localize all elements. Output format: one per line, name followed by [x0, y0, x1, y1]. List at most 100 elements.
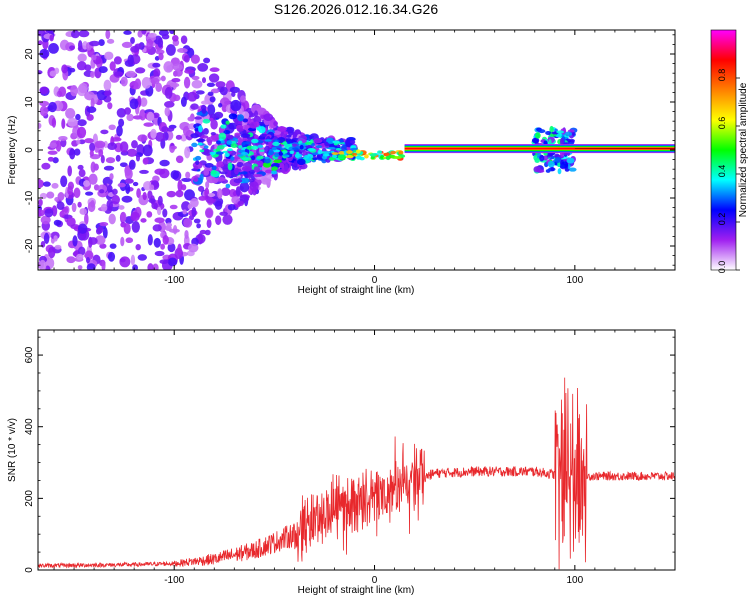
- cluster-blob: [216, 161, 225, 168]
- y-tick-label: 200: [24, 490, 35, 507]
- cluster-blob: [211, 165, 217, 171]
- noise-blob: [169, 30, 175, 35]
- noise-blob: [52, 157, 59, 164]
- noise-blob: [40, 215, 51, 225]
- noise-blob: [180, 96, 187, 107]
- noise-blob: [65, 107, 76, 119]
- snr-x-ticks: -100 0 100: [53, 330, 676, 586]
- noise-blob: [109, 61, 116, 71]
- noise-blob: [38, 122, 42, 129]
- cluster-blob: [283, 131, 289, 135]
- noise-blob: [142, 192, 147, 201]
- noise-blob: [78, 246, 86, 256]
- noise-blob: [78, 168, 86, 178]
- noise-blob: [107, 184, 113, 194]
- noise-blob: [172, 63, 183, 71]
- x-tick-label: 0: [372, 275, 378, 286]
- noise-blob: [204, 229, 211, 236]
- core-blob: [271, 147, 277, 151]
- burst-blob: [538, 129, 546, 134]
- cluster-blob: [241, 166, 252, 172]
- noise-blob: [105, 30, 111, 40]
- noise-blob: [106, 38, 115, 44]
- core-blob: [238, 145, 243, 149]
- y-tick-label: 0: [24, 147, 35, 153]
- noise-blob: [51, 182, 59, 189]
- noise-blob: [147, 263, 154, 270]
- noise-blob: [73, 148, 81, 156]
- noise-blob: [132, 264, 138, 270]
- y-tick-label: -20: [24, 238, 35, 253]
- noise-blob: [191, 206, 197, 218]
- noise-blob: [71, 30, 80, 39]
- noise-blob: [135, 243, 141, 251]
- noise-blob: [166, 127, 175, 132]
- noise-blob: [206, 218, 212, 229]
- noise-blob: [218, 103, 223, 108]
- noise-blob: [207, 91, 214, 96]
- core-blob: [328, 157, 336, 161]
- core-blob: [215, 148, 220, 153]
- noise-blob: [262, 177, 272, 183]
- colorbar-label: Normalized spectral amplitude: [738, 82, 749, 217]
- noise-blob: [147, 234, 153, 246]
- colorbar-tick-label: 0.4: [717, 165, 727, 178]
- noise-blob: [184, 69, 195, 74]
- noise-blob: [84, 213, 89, 225]
- core-blob: [237, 154, 244, 157]
- noise-blob: [47, 156, 54, 162]
- colorbar-tick-label: 0.0: [717, 261, 727, 274]
- noise-blob: [104, 51, 114, 61]
- transition-blob: [398, 150, 404, 155]
- colorbar-tick-label: 0.2: [717, 213, 727, 226]
- noise-blob: [116, 107, 127, 118]
- noise-blob: [181, 177, 192, 182]
- noise-blob: [44, 265, 51, 270]
- noise-blob: [49, 70, 57, 77]
- noise-blob: [171, 34, 179, 42]
- transition-blob: [359, 156, 365, 161]
- noise-blob: [159, 159, 170, 167]
- cluster-blob: [287, 129, 294, 136]
- noise-blob: [154, 250, 165, 257]
- noise-blob: [108, 124, 116, 131]
- colorbar: 0.0 0.2 0.4 0.6 0.8 Normalized spectral ampl…: [710, 29, 749, 274]
- noise-blob: [83, 180, 91, 187]
- noise-blob: [86, 106, 97, 113]
- core-blob: [251, 145, 259, 150]
- noise-blob: [190, 198, 199, 208]
- y-tick-label: 400: [24, 418, 35, 435]
- noise-blob: [136, 188, 141, 199]
- cluster-blob: [223, 130, 231, 135]
- core-blob: [315, 145, 323, 149]
- noise-blob: [76, 253, 84, 261]
- noise-blob: [49, 142, 57, 149]
- noise-blob: [60, 175, 68, 188]
- noise-blob: [161, 33, 170, 40]
- noise-blob: [125, 183, 131, 195]
- transition-blob: [331, 154, 338, 158]
- noise-blob: [59, 210, 65, 218]
- noise-blob: [78, 139, 86, 145]
- noise-blob: [203, 168, 210, 176]
- noise-blob: [45, 30, 56, 34]
- transition-blob: [331, 152, 339, 155]
- noise-blob: [77, 265, 83, 270]
- cluster-blob: [252, 173, 263, 178]
- cluster-blob: [201, 108, 207, 114]
- noise-blob: [199, 229, 207, 235]
- core-blob: [209, 151, 216, 156]
- cluster-blob: [293, 160, 298, 168]
- noise-blob: [175, 155, 184, 164]
- cluster-blob: [234, 117, 239, 126]
- core-blob: [279, 147, 286, 150]
- transition-blob: [385, 155, 391, 161]
- noise-blob: [215, 81, 226, 88]
- noise-blob: [235, 186, 241, 197]
- noise-blob: [185, 171, 191, 179]
- noise-blob: [116, 125, 123, 137]
- transition-blob: [338, 151, 345, 155]
- noise-blob: [48, 101, 57, 113]
- noise-blob: [135, 154, 141, 162]
- burst-blob: [568, 167, 577, 172]
